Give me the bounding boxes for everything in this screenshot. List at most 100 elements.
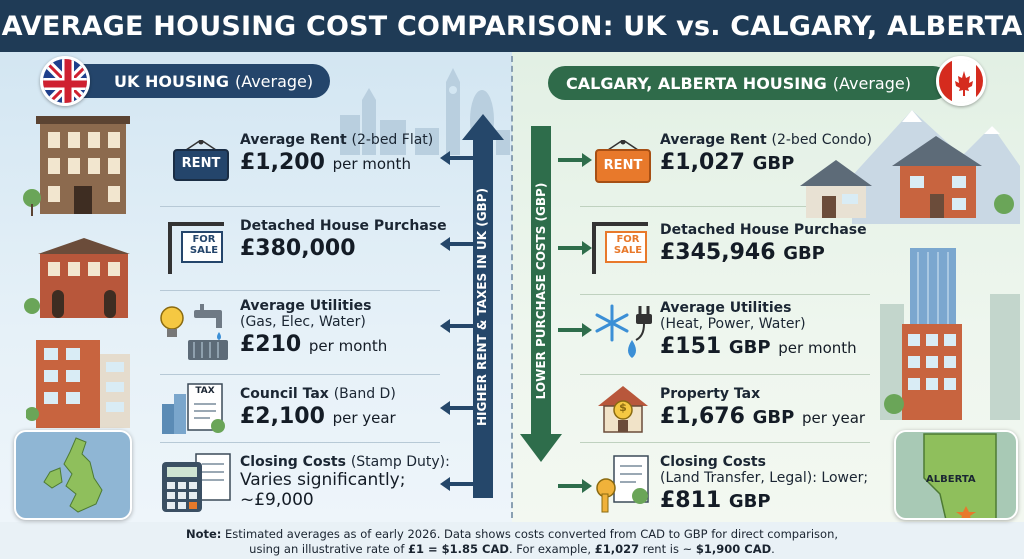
uk-rent-row: Average Rent (2-bed Flat) £1,200 per mon… (240, 132, 433, 175)
calgary-heading-text: CALGARY, ALBERTA HOUSING (566, 73, 827, 93)
calgary-houses-icon (800, 110, 1020, 224)
note-line2-d: . (771, 542, 775, 556)
alberta-map (894, 430, 1018, 520)
calgary-down-arrow-icon (520, 126, 562, 462)
uk-rent-unit: per month (332, 155, 411, 173)
calgary-house-row: Detached House Purchase £345,946 GBP (660, 222, 867, 265)
key-document-icon (596, 455, 649, 513)
page-title: AVERAGE HOUSING COST COMPARISON: UK vs. … (1, 10, 1023, 42)
for-sale-line2: SALE (189, 245, 219, 256)
calgary-rent-label-suffix: (2-bed Condo) (771, 132, 872, 148)
uk-heading-text: UK HOUSING (114, 71, 229, 91)
title-bar: AVERAGE HOUSING COST COMPARISON: UK vs. … (0, 0, 1024, 52)
uk-pointer-arrow-icon (440, 237, 474, 251)
alberta-label: ALBERTA (926, 474, 976, 485)
for-sale-sign-icon (168, 222, 224, 274)
calgary-pointer-arrow-icon (558, 153, 592, 167)
calgary-rent-row: Average Rent (2-bed Condo) £1,027 GBP (660, 132, 872, 175)
uk-closing-line2: Varies significantly; (240, 470, 406, 490)
calgary-pointer-arrow-icon (558, 479, 592, 493)
calgary-tax-currency: GBP (752, 407, 795, 428)
calgary-utilities-value: £151 (660, 334, 722, 359)
uk-up-arrow-icon (462, 114, 504, 498)
uk-arrow-text: HIGHER RENT & TAXES IN UK (GBP) (475, 188, 489, 426)
uk-tax-label: Council Tax (240, 386, 329, 402)
townhouse-icon (23, 116, 130, 216)
uk-pointer-arrow-icon (440, 477, 474, 491)
note-example-cad: $1,900 CAD (695, 542, 772, 556)
calgary-house-value: £345,946 (660, 240, 776, 265)
calgary-utilities-label: Average Utilities (660, 300, 792, 316)
note-example: £1,027 (594, 542, 640, 556)
calgary-for-sale-line1: FOR (616, 234, 640, 245)
uk-separator (160, 374, 440, 375)
uk-utilities-value: £210 (240, 332, 302, 357)
uk-map (14, 430, 132, 520)
for-sale-sign-icon (592, 222, 648, 274)
for-sale-line1: FOR (192, 234, 216, 245)
calgary-separator (580, 294, 870, 295)
rent-sign-icon (173, 140, 229, 181)
calgary-pointer-arrow-icon (558, 241, 592, 255)
house-dollar-icon (598, 386, 648, 433)
uk-pointer-arrow-icon (440, 151, 474, 165)
canada-flag-icon (936, 56, 986, 106)
calgary-closing-value: £811 (660, 488, 722, 513)
panel-divider (511, 56, 513, 518)
tax-doc-label: TAX (195, 386, 215, 396)
calgary-utilities-currency: GBP (728, 337, 771, 358)
calgary-separator (580, 206, 870, 207)
uk-house-label: Detached House Purchase (240, 218, 447, 234)
calgary-rent-currency: GBP (752, 153, 795, 174)
uk-tax-unit: per year (332, 409, 396, 427)
uk-separator (160, 206, 440, 207)
calculator-icon (162, 453, 231, 512)
calgary-utilities-row: Average Utilities (Heat, Power, Water) £… (660, 300, 857, 359)
calgary-heading: CALGARY, ALBERTA HOUSING (Average) (548, 66, 950, 100)
uk-tax-row: Council Tax (Band D) £2,100 per year (240, 386, 396, 429)
calgary-separator (580, 442, 870, 443)
uk-utilities-row: Average Utilities (Gas, Elec, Water) £21… (240, 298, 387, 357)
rent-sign-icon (595, 140, 651, 183)
council-tax-icon (162, 383, 225, 434)
calgary-for-sale-line2: SALE (613, 245, 643, 256)
note-line1: Estimated averages as of early 2026. Dat… (225, 527, 839, 541)
calgary-utilities-unit: per month (778, 339, 857, 357)
calgary-tax-value: £1,676 (660, 404, 745, 429)
uk-separator (160, 442, 440, 443)
uk-utilities-unit: per month (308, 337, 388, 355)
footnote: Note: Estimated averages as of early 202… (0, 524, 1024, 559)
terraced-house-icon (24, 238, 130, 318)
uk-closing-label-suffix: (Stamp Duty): (350, 454, 450, 470)
uk-rent-label: Average Rent (240, 132, 347, 148)
calgary-rent-value: £1,027 (660, 150, 745, 175)
note-rate: £1 = $1.85 CAD (408, 542, 509, 556)
apartment-block-icon (26, 340, 130, 428)
calgary-for-sale-sign-text: FOR SALE (608, 234, 648, 256)
note-line2-a: using an illustrative rate of (249, 542, 405, 556)
uk-heading: UK HOUSING (Average) (60, 64, 330, 98)
uk-rent-label-suffix: (2-bed Flat) (351, 132, 434, 148)
uk-house-row: Detached House Purchase £380,000 (240, 218, 447, 261)
calgary-arrow-text: LOWER PURCHASE COSTS (GBP) (534, 182, 548, 400)
snowflake-plug-icon (595, 304, 652, 358)
calgary-separator (580, 374, 870, 375)
uk-pointer-arrow-icon (440, 319, 474, 333)
for-sale-sign-text: FOR SALE (184, 234, 224, 256)
uk-closing-value: ~£9,000 (240, 490, 314, 510)
calgary-closing-currency: GBP (728, 491, 771, 512)
note-bold: Note: (185, 527, 222, 541)
uk-utilities-sub: (Gas, Elec, Water) (240, 314, 366, 330)
calgary-house-label: Detached House Purchase (660, 222, 867, 238)
uk-pointer-arrow-icon (440, 401, 474, 415)
calgary-rent-sign-label: RENT (603, 158, 643, 173)
calgary-tax-row: Property Tax £1,676 GBP per year (660, 386, 865, 429)
uk-flag-icon (40, 56, 90, 106)
uk-closing-label: Closing Costs (240, 454, 346, 470)
uk-house-value: £380,000 (240, 236, 356, 261)
calgary-utilities-sub: (Heat, Power, Water) (660, 316, 806, 332)
note-line2-b: . For example, (508, 542, 592, 556)
note-line2-c: rent is ~ (642, 542, 693, 556)
uk-rent-value: £1,200 (240, 150, 325, 175)
calgary-closing-row: Closing Costs (Land Transfer, Legal): Lo… (660, 454, 868, 513)
